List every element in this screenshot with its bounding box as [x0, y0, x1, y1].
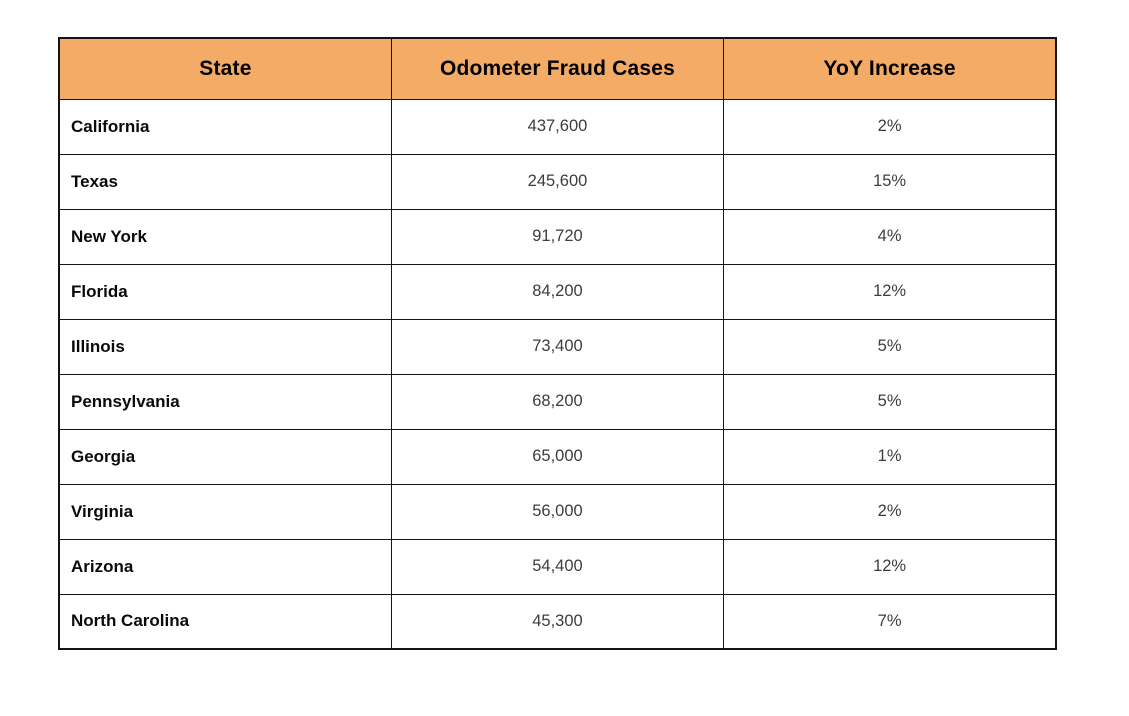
odometer-fraud-table: State Odometer Fraud Cases YoY Increase … [58, 37, 1057, 650]
table-row: California 437,600 2% [58, 98, 1057, 155]
cell-fraud-cases: 56,000 [390, 483, 725, 540]
header-odometer-fraud-cases: Odometer Fraud Cases [390, 37, 725, 100]
cell-state: New York [58, 208, 392, 265]
cell-fraud-cases: 245,600 [390, 153, 725, 210]
cell-fraud-cases: 437,600 [390, 98, 725, 155]
table-row: Virginia 56,000 2% [58, 483, 1057, 540]
cell-fraud-cases: 54,400 [390, 538, 725, 595]
cell-state: Illinois [58, 318, 392, 375]
table-header: State Odometer Fraud Cases YoY Increase [58, 37, 1057, 100]
cell-yoy-increase: 7% [723, 593, 1057, 650]
cell-yoy-increase: 5% [723, 373, 1057, 430]
cell-fraud-cases: 45,300 [390, 593, 725, 650]
cell-fraud-cases: 84,200 [390, 263, 725, 320]
table-row: Florida 84,200 12% [58, 263, 1057, 320]
cell-state: Pennsylvania [58, 373, 392, 430]
cell-fraud-cases: 73,400 [390, 318, 725, 375]
header-yoy-increase: YoY Increase [723, 37, 1057, 100]
cell-yoy-increase: 2% [723, 483, 1057, 540]
cell-yoy-increase: 1% [723, 428, 1057, 485]
table-row: Texas 245,600 15% [58, 153, 1057, 210]
cell-fraud-cases: 65,000 [390, 428, 725, 485]
table-row: Pennsylvania 68,200 5% [58, 373, 1057, 430]
header-row: State Odometer Fraud Cases YoY Increase [58, 37, 1057, 100]
cell-yoy-increase: 2% [723, 98, 1057, 155]
cell-yoy-increase: 4% [723, 208, 1057, 265]
table-row: New York 91,720 4% [58, 208, 1057, 265]
header-state: State [58, 37, 392, 100]
cell-state: Georgia [58, 428, 392, 485]
cell-state: Texas [58, 153, 392, 210]
table-body: California 437,600 2% Texas 245,600 15% New Yo… [58, 98, 1057, 650]
table-row: Georgia 65,000 1% [58, 428, 1057, 485]
table-row: North Carolina 45,300 7% [58, 593, 1057, 650]
cell-state: Arizona [58, 538, 392, 595]
table-row: Illinois 73,400 5% [58, 318, 1057, 375]
cell-state: North Carolina [58, 593, 392, 650]
cell-state: Florida [58, 263, 392, 320]
cell-state: California [58, 98, 392, 155]
table-row: Arizona 54,400 12% [58, 538, 1057, 595]
cell-yoy-increase: 5% [723, 318, 1057, 375]
cell-yoy-increase: 15% [723, 153, 1057, 210]
cell-fraud-cases: 68,200 [390, 373, 725, 430]
cell-fraud-cases: 91,720 [390, 208, 725, 265]
cell-yoy-increase: 12% [723, 263, 1057, 320]
cell-state: Virginia [58, 483, 392, 540]
cell-yoy-increase: 12% [723, 538, 1057, 595]
